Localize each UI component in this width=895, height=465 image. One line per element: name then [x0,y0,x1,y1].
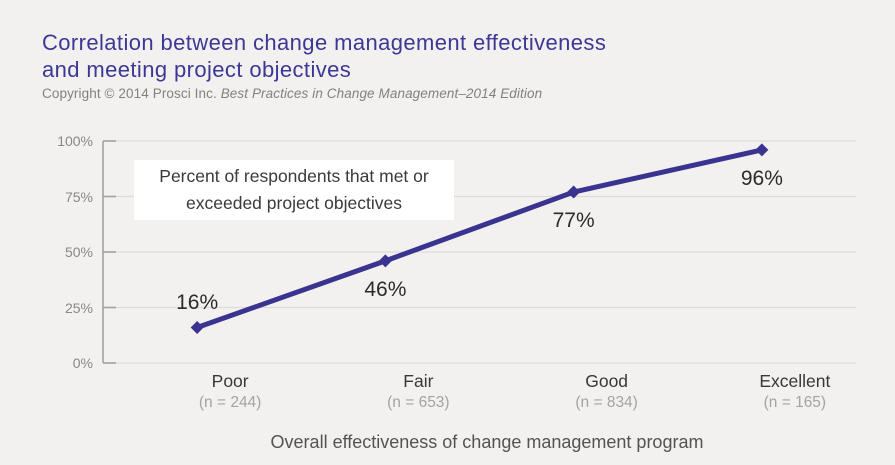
category-label: Good [585,371,629,391]
category-label: Excellent [759,371,831,391]
chart-title: Correlation between change management ef… [42,29,606,83]
y-tick-label: 75% [64,188,93,205]
chart-title-line-2: and meeting project objectives [42,57,352,82]
data-point-marker [567,185,581,199]
point-value-label: 77% [552,209,595,233]
category-n-label: (n = 653) [387,394,450,411]
data-point-marker [378,254,392,268]
trend-line [196,147,763,330]
point-value-label: 16% [176,291,219,315]
point-value-label: 96% [740,166,783,190]
annotation-line-2: exceeded project objectives [186,193,402,213]
chart-title-line-1: Correlation between change management ef… [42,30,607,55]
category-label: Poor [211,371,249,391]
annotation-line-1: Percent of respondents that met or [159,166,429,186]
y-tick-label: 50% [64,244,93,260]
copyright-text: Copyright © 2014 Prosci Inc. Best Practi… [42,86,542,101]
category-n-label: (n = 165) [763,394,827,411]
y-tick-label: 25% [64,299,93,316]
point-value-label: 46% [364,277,407,301]
y-tick-label: 100% [57,133,93,149]
data-point-marker [190,320,204,334]
copyright-source: Best Practices in Change Management–2014… [220,86,543,101]
y-tick-label: 0% [72,355,93,371]
data-point-marker [755,143,769,157]
category-n-label: (n = 834) [575,394,638,411]
x-axis-title: Overall effectiveness of change manageme… [270,432,704,452]
category-label: Fair [403,371,434,391]
copyright-prefix: Copyright © 2014 Prosci Inc. [42,86,221,101]
category-n-label: (n = 244) [198,394,262,411]
annotation-box: Percent of respondents that met or excee… [134,160,454,220]
